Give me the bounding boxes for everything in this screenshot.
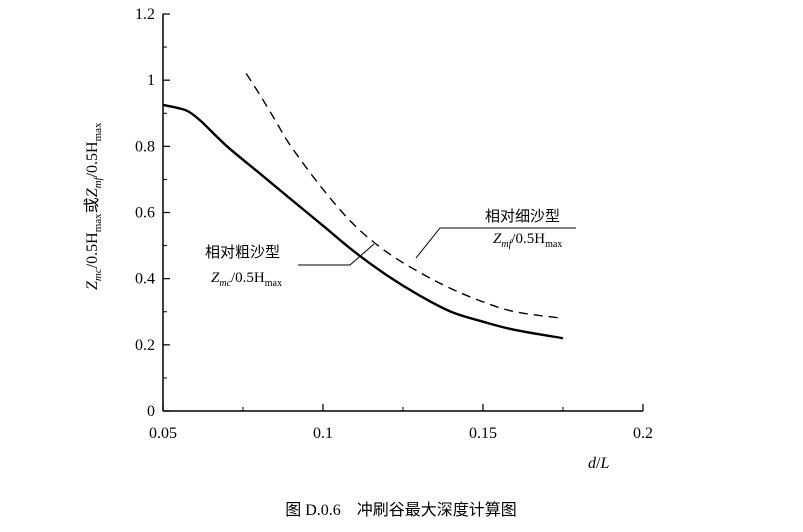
series-line-fine-sand — [245, 73, 564, 320]
axes — [162, 14, 643, 412]
series-line-coarse-sand — [162, 103, 564, 340]
coarse-sand-label: 相对粗沙型 — [205, 244, 280, 261]
x-tick-label: 0.2 — [633, 425, 653, 442]
x-tick-label: 0.15 — [469, 425, 497, 442]
fine-sand-formula: Zmf/0.5Hmax — [493, 231, 562, 250]
fine-sand-label: 相对细沙型 — [485, 208, 560, 225]
y-tick-label: 1.2 — [135, 6, 155, 23]
x-tick-label: 0.1 — [313, 425, 333, 442]
y-tick-label: 0.8 — [135, 138, 155, 155]
ticks: 0 0.2 0.4 0.6 0.8 1 1.2 0.05 0.1 0.15 0.2 — [135, 6, 653, 442]
coarse-sand-formula: Zmc/0.5Hmax — [211, 270, 282, 289]
y-tick-label: 0.2 — [135, 337, 155, 354]
y-tick-label: 0.4 — [135, 271, 155, 288]
series-group — [162, 73, 564, 340]
y-tick-label: 0.6 — [135, 205, 155, 222]
y-tick-label: 0 — [147, 403, 155, 420]
fine-sand-leader-line — [415, 227, 576, 259]
x-axis-title: d/L — [588, 455, 609, 472]
coarse-sand-leader-line — [298, 243, 375, 266]
x-tick-label: 0.05 — [149, 425, 177, 442]
y-tick-label: 1 — [147, 72, 155, 89]
figure-caption: 图 D.0.6 冲刷谷最大深度计算图 — [285, 500, 517, 519]
y-axis-title: Zmc/0.5Hmax或Zmf/0.5Hmax — [83, 122, 104, 290]
